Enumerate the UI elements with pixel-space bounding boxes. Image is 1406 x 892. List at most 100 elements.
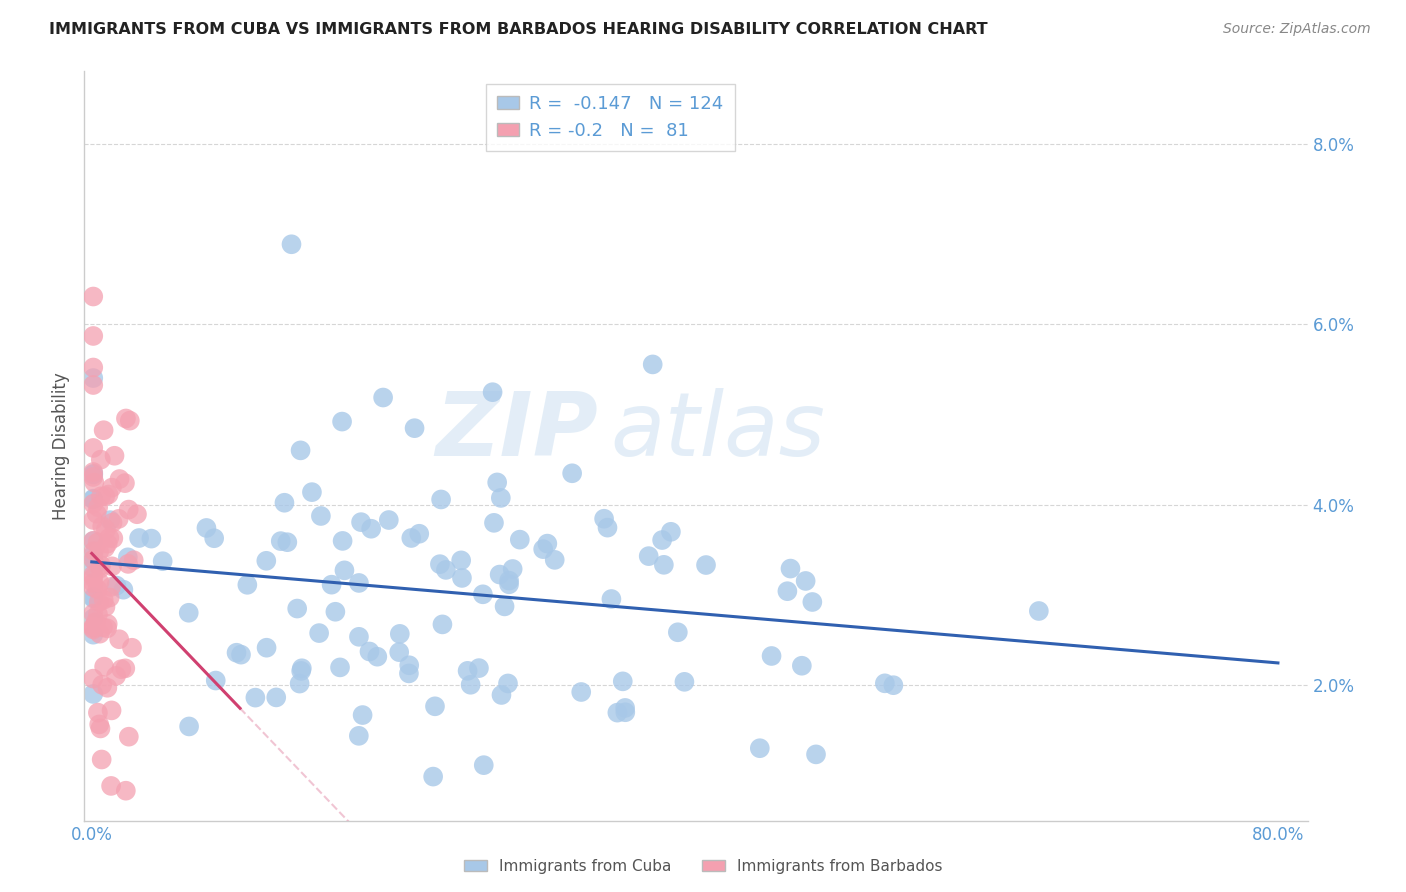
Point — [481, 385, 503, 400]
Point — [488, 567, 510, 582]
Text: IMMIGRANTS FROM CUBA VS IMMIGRANTS FROM BARBADOS HEARING DISABILITY CORRELATION : IMMIGRANTS FROM CUBA VS IMMIGRANTS FROM … — [49, 22, 988, 37]
Point — [94, 523, 117, 537]
Point — [87, 595, 110, 609]
Point — [790, 658, 813, 673]
Point — [614, 705, 637, 719]
Point — [273, 496, 295, 510]
Point — [82, 672, 104, 686]
Point — [82, 533, 104, 548]
Point — [128, 531, 150, 545]
Point — [89, 722, 111, 736]
Point — [91, 620, 114, 634]
Point — [270, 534, 292, 549]
Point — [97, 487, 120, 501]
Point — [544, 553, 567, 567]
Point — [321, 577, 343, 591]
Point — [388, 645, 411, 659]
Point — [494, 599, 516, 614]
Point — [100, 703, 122, 717]
Point — [204, 673, 226, 688]
Point — [482, 516, 505, 530]
Legend: R =  -0.147   N = 124, R = -0.2   N =  81: R = -0.147 N = 124, R = -0.2 N = 81 — [486, 84, 734, 151]
Point — [100, 580, 122, 594]
Point — [229, 648, 252, 662]
Point — [82, 371, 104, 385]
Point — [288, 676, 311, 690]
Point — [100, 779, 122, 793]
Point — [404, 421, 426, 435]
Point — [486, 475, 509, 490]
Point — [637, 549, 659, 563]
Point — [471, 587, 494, 601]
Point — [82, 289, 104, 303]
Point — [236, 578, 259, 592]
Point — [82, 571, 104, 585]
Point — [90, 452, 112, 467]
Point — [873, 676, 896, 690]
Point — [301, 485, 323, 500]
Point — [652, 558, 675, 572]
Point — [115, 783, 138, 797]
Point — [108, 472, 131, 486]
Point — [264, 690, 287, 705]
Y-axis label: Hearing Disability: Hearing Disability — [52, 372, 70, 520]
Point — [82, 591, 104, 606]
Point — [87, 545, 110, 559]
Point — [280, 237, 302, 252]
Point — [82, 568, 104, 582]
Point — [82, 360, 104, 375]
Point — [225, 646, 247, 660]
Point — [82, 441, 104, 455]
Point — [82, 623, 104, 637]
Point — [596, 521, 619, 535]
Point — [450, 553, 472, 567]
Point — [86, 507, 108, 521]
Point — [110, 662, 132, 676]
Point — [98, 591, 121, 605]
Point — [614, 701, 637, 715]
Point — [378, 513, 401, 527]
Point — [429, 557, 451, 571]
Point — [105, 578, 128, 592]
Point — [325, 605, 347, 619]
Point — [651, 533, 673, 547]
Point — [423, 699, 446, 714]
Point — [882, 678, 904, 692]
Point — [347, 630, 370, 644]
Point — [569, 685, 592, 699]
Point — [83, 475, 105, 490]
Point — [101, 516, 124, 530]
Point — [536, 536, 558, 550]
Point — [457, 664, 479, 678]
Point — [82, 611, 104, 625]
Point — [398, 666, 420, 681]
Point — [86, 535, 108, 549]
Point — [108, 632, 131, 647]
Point — [82, 580, 104, 594]
Text: atlas: atlas — [610, 388, 825, 474]
Point — [612, 674, 634, 689]
Point — [82, 619, 104, 633]
Point — [329, 660, 352, 674]
Point — [82, 467, 104, 482]
Point — [91, 519, 114, 533]
Point — [202, 531, 225, 545]
Point — [401, 531, 423, 545]
Point — [245, 690, 267, 705]
Point — [350, 515, 373, 529]
Point — [82, 591, 104, 605]
Point — [90, 752, 112, 766]
Point — [82, 621, 104, 635]
Point — [502, 562, 524, 576]
Point — [82, 467, 104, 481]
Point — [103, 449, 125, 463]
Point — [82, 465, 104, 479]
Point — [666, 625, 689, 640]
Point — [291, 661, 314, 675]
Point — [177, 719, 200, 733]
Point — [430, 492, 453, 507]
Point — [114, 476, 136, 491]
Point — [86, 582, 108, 597]
Point — [801, 595, 824, 609]
Point — [600, 592, 623, 607]
